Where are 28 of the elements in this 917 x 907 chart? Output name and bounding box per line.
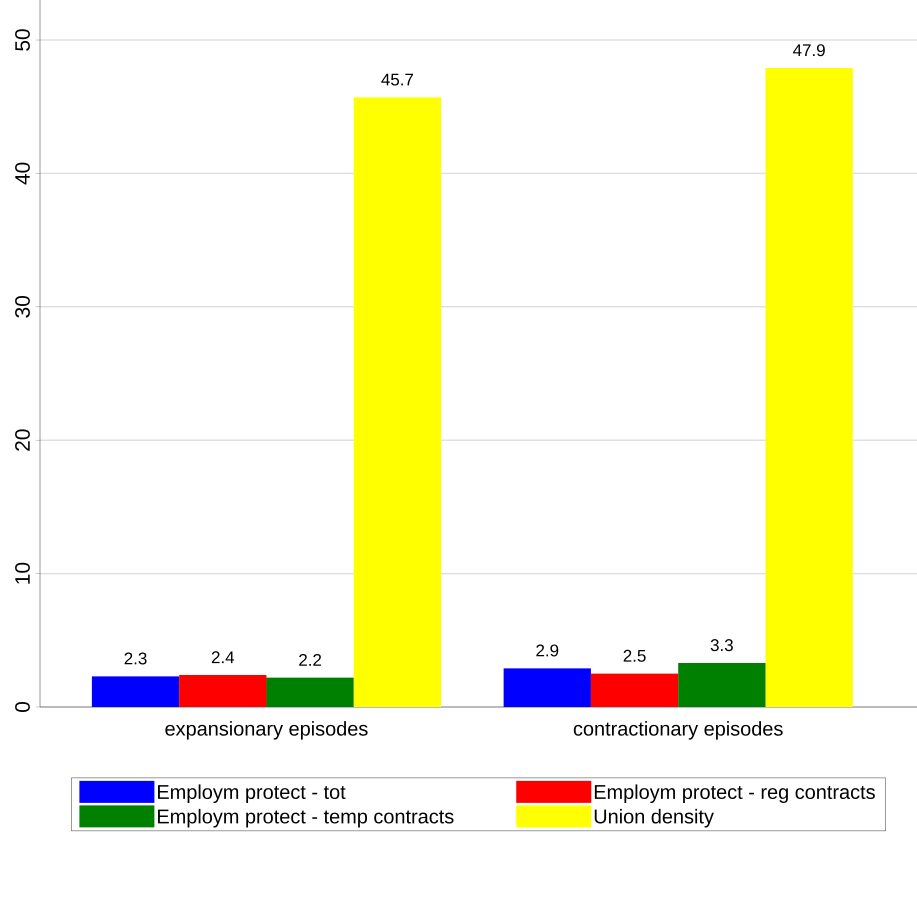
bar (590, 674, 678, 707)
legend-label: Union density (594, 808, 714, 828)
bar (765, 68, 853, 707)
y-tick-label: 40 (15, 162, 30, 185)
bar (179, 674, 266, 707)
x-tick-label: contractionary episodes (574, 721, 783, 740)
bar (354, 97, 442, 707)
data-label: 2.4 (212, 651, 234, 664)
y-tick-label: 10 (15, 562, 30, 584)
data-label: 45.7 (381, 74, 414, 86)
bar (504, 668, 591, 707)
y-tick-label: 50 (15, 29, 30, 51)
legend-label: Employm protect - reg contracts (594, 784, 875, 803)
data-label: 2.2 (299, 654, 322, 666)
legend-label: Employm protect - temp contracts (158, 808, 454, 828)
data-label: 47.9 (793, 44, 825, 56)
data-label: 2.3 (124, 652, 147, 664)
data-label: 2.5 (624, 650, 646, 662)
y-tick-label: 20 (15, 429, 30, 451)
data-label: 2.9 (536, 644, 558, 656)
y-tick-label: 30 (15, 296, 30, 318)
bar (678, 662, 766, 707)
bar (266, 678, 354, 707)
legend-label: Employm protect - tot (158, 784, 346, 803)
x-tick-label: expansionary episodes (165, 721, 368, 740)
data-label: 3.3 (710, 639, 733, 652)
bar (92, 676, 180, 707)
y-tick-label: 0 (15, 702, 30, 712)
